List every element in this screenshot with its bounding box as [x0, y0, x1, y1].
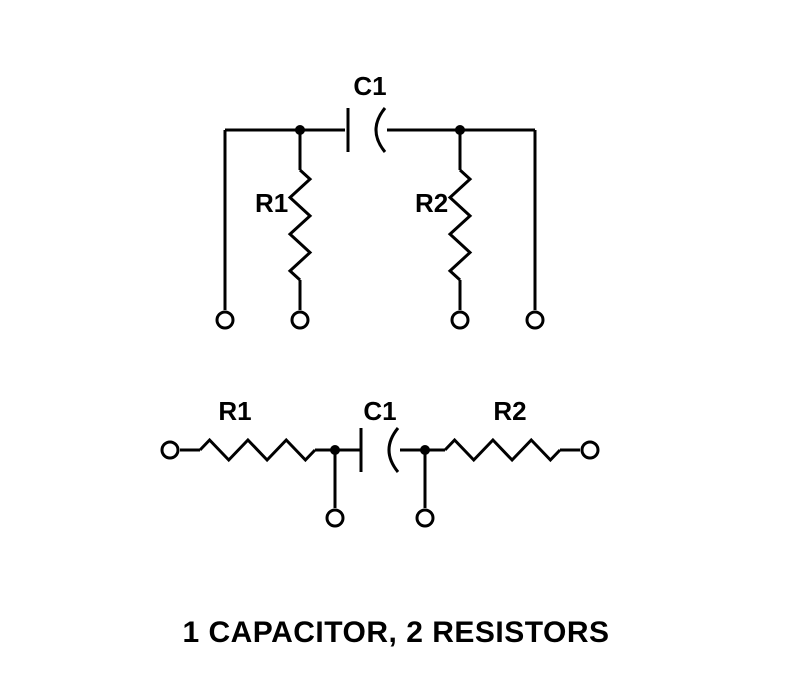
diagram-caption: 1 CAPACITOR, 2 RESISTORS — [0, 616, 792, 650]
circuit-svg: C1 R1 R2 R1 C1 R2 — [0, 0, 792, 700]
diagram-container: C1 R1 R2 R1 C1 R2 1 CAPACITOR, 2 RESISTORS — [0, 0, 792, 700]
svg-text:R2: R2 — [493, 396, 526, 426]
svg-text:C1: C1 — [353, 71, 386, 101]
svg-text:R2: R2 — [415, 188, 448, 218]
svg-text:R1: R1 — [218, 396, 251, 426]
svg-text:R1: R1 — [255, 188, 288, 218]
svg-text:C1: C1 — [363, 396, 396, 426]
